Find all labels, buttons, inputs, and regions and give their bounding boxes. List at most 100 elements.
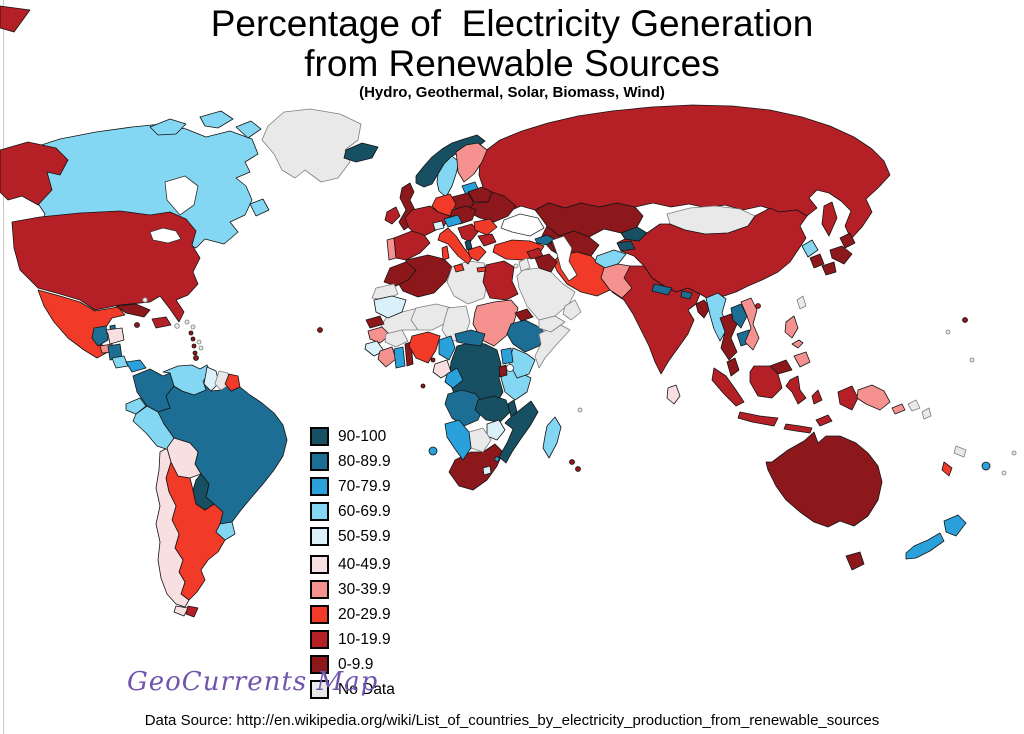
- chile-region: [173, 605, 189, 617]
- philippines-region: [793, 351, 811, 368]
- reunion-region: [575, 466, 581, 472]
- italy-region: [437, 227, 473, 265]
- lesser-antilles-region: [190, 336, 196, 342]
- seychelles-region: [577, 407, 583, 413]
- legend-swatch: [310, 605, 329, 624]
- micronesia-region: [945, 329, 951, 335]
- somalia-region: [534, 323, 571, 369]
- uganda-region: [500, 347, 514, 365]
- cyprus-region: [513, 263, 519, 269]
- legend-item: 70-79.9: [310, 477, 395, 496]
- mauritania-region: [373, 295, 407, 319]
- legend-item: 0-9.9: [310, 655, 395, 674]
- micronesia-region: [969, 357, 975, 363]
- indonesia-region: [783, 423, 813, 434]
- sweden-region: [436, 155, 460, 198]
- legend-label: No Data: [338, 680, 395, 698]
- pakistan-region: [600, 263, 633, 299]
- venezuela-region: [162, 364, 212, 396]
- lesser-antilles-region: [188, 330, 194, 336]
- angola-region: [444, 389, 485, 427]
- congo-republic-region: [444, 367, 464, 389]
- legend-item: 20-29.9: [310, 605, 395, 624]
- australia-region: [845, 551, 865, 571]
- indonesia-region: [785, 375, 807, 405]
- legend-swatch: [310, 502, 329, 521]
- bangladesh-region: [695, 299, 711, 319]
- indonesia-region: [837, 385, 859, 411]
- oman-region: [562, 299, 582, 321]
- legend-swatch: [310, 477, 329, 496]
- legend-swatch: [310, 427, 329, 446]
- legend-item: 90-100: [310, 427, 395, 446]
- legend-item: 30-39.9: [310, 580, 395, 599]
- vietnam-region: [740, 297, 760, 351]
- tierra-del-fuego-argentina-region: [185, 605, 199, 618]
- legend-label: 80-89.9: [338, 452, 391, 470]
- legend-item: 80-89.9: [310, 452, 395, 471]
- lesser-antilles-nodata-region: [196, 339, 202, 345]
- legend-item: 40-49.9: [310, 555, 395, 574]
- canada-region: [249, 198, 270, 217]
- italy-region: [453, 263, 465, 273]
- legend-swatch: [310, 655, 329, 674]
- water-body: [506, 364, 514, 372]
- legend-label: 50-59.9: [338, 527, 391, 545]
- cuba-region: [115, 303, 151, 318]
- philippines-region: [784, 315, 799, 339]
- iraq-region: [534, 253, 558, 273]
- lesser-antilles-nodata-region: [190, 324, 196, 330]
- swaziland-region: [494, 456, 500, 462]
- legend-item: 50-59.9: [310, 527, 395, 546]
- bulgaria-region: [477, 233, 497, 247]
- japan-region: [821, 261, 837, 276]
- mozambique-region: [498, 400, 539, 464]
- water-body: [551, 235, 578, 282]
- lesser-antilles-nodata-region: [184, 319, 190, 325]
- indonesia-region: [815, 414, 833, 427]
- burkina-faso-region: [384, 329, 409, 348]
- papua-new-guinea-region: [891, 403, 906, 415]
- page-title: Percentage of Electricity Generation fro…: [0, 4, 1024, 101]
- tajikistan-region: [616, 240, 636, 252]
- new-zealand-region: [905, 532, 945, 560]
- legend-item: 10-19.9: [310, 630, 395, 649]
- taiwan-region: [796, 295, 807, 310]
- panama-region: [125, 359, 147, 373]
- micronesia-region: [1001, 470, 1007, 476]
- atlantic-island-region: [428, 446, 438, 456]
- trinidad-region: [193, 355, 199, 361]
- cape-verde-region: [317, 327, 323, 333]
- legend-swatch: [310, 527, 329, 546]
- belarus-region: [467, 186, 493, 203]
- ghana-region: [393, 346, 406, 369]
- indonesia-region: [737, 411, 779, 427]
- albania-region: [464, 239, 473, 251]
- legend-label: 70-79.9: [338, 477, 391, 495]
- legend-swatch: [310, 580, 329, 599]
- lesser-antilles-region: [191, 343, 197, 349]
- indonesia-region: [711, 367, 745, 407]
- lesotho-region: [482, 465, 492, 476]
- south-korea-region: [809, 253, 825, 269]
- egypt-region: [482, 260, 519, 301]
- legend: 90-100 80-89.9 70-79.9 60-69.9 50-59.9 40-49.…: [310, 427, 395, 705]
- solomon-islands-region: [921, 407, 932, 420]
- vanuatu-region: [941, 461, 953, 477]
- suriname-region: [214, 370, 230, 391]
- legend-label: 10-19.9: [338, 630, 391, 648]
- central-african-republic-region: [454, 329, 486, 347]
- finland-region: [455, 142, 488, 183]
- solomon-islands-region: [907, 399, 921, 412]
- ivory-coast-region: [377, 346, 397, 368]
- water-body: [164, 175, 199, 216]
- legend-label: 0-9.9: [338, 655, 374, 673]
- italy-region: [441, 245, 450, 261]
- watermark: GeoCurrents Map: [127, 667, 379, 697]
- title-subtitle: (Hydro, Geothermal, Solar, Biomass, Wind…: [359, 83, 665, 101]
- japan-region: [839, 232, 856, 249]
- japan-region: [829, 245, 853, 265]
- lesser-antilles-nodata-region: [198, 345, 204, 351]
- senegal-region: [365, 315, 385, 329]
- bhutan-region: [680, 290, 693, 300]
